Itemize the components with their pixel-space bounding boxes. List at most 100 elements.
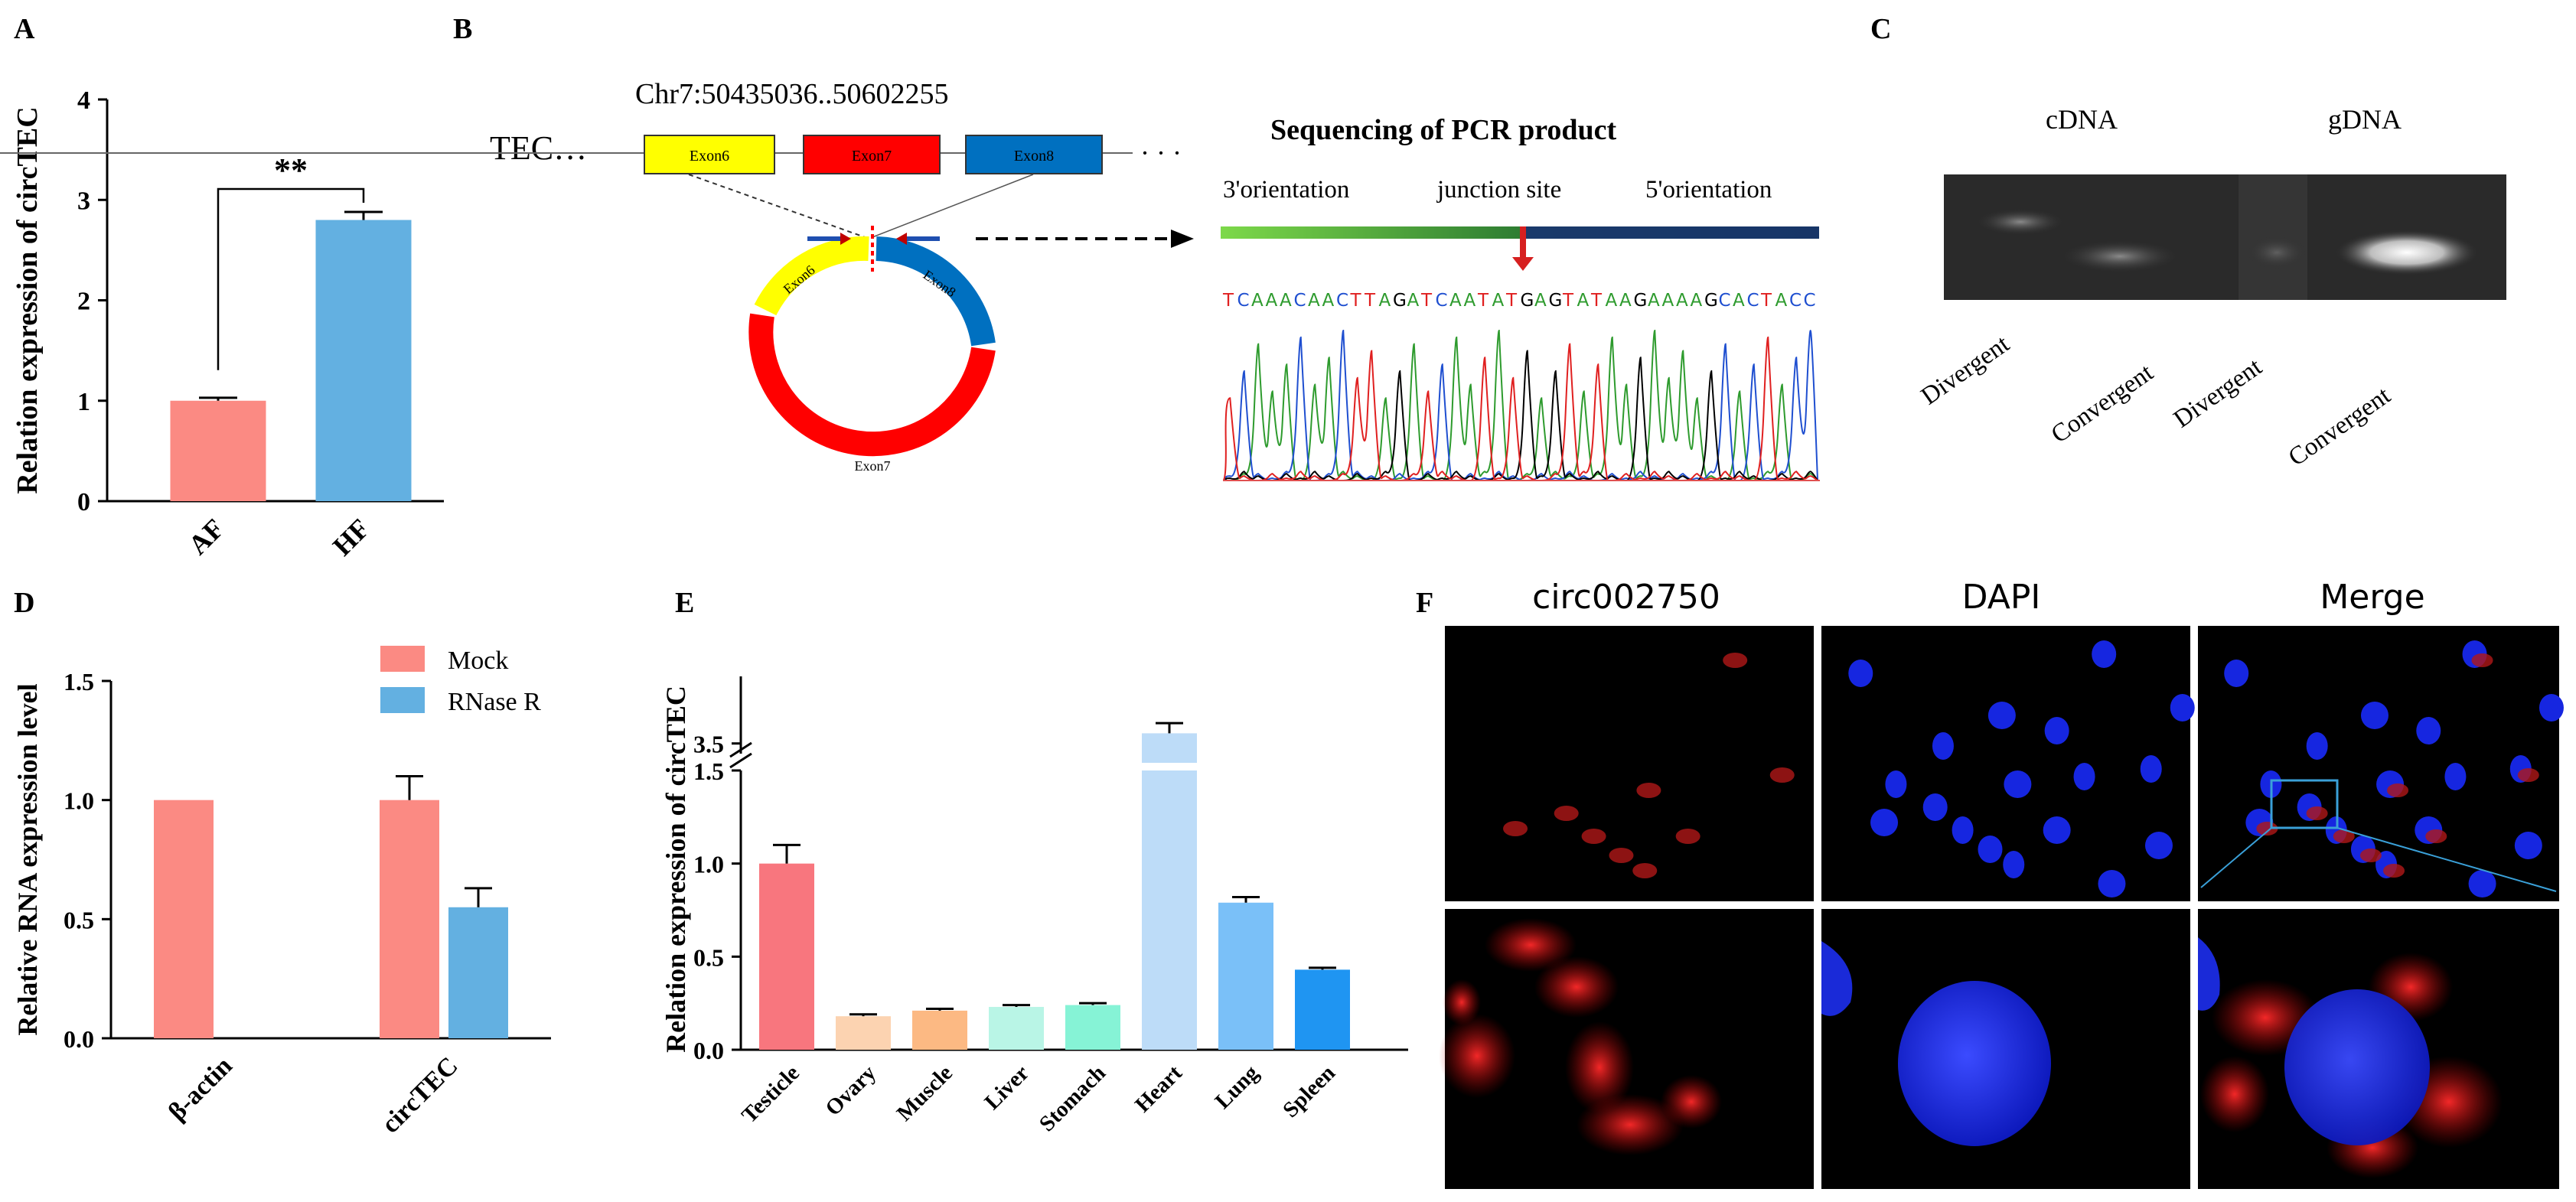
e-x-tick-label: Heart: [1130, 1060, 1187, 1117]
gel-band-3: [2246, 236, 2307, 269]
sequence-base: G: [1704, 291, 1718, 311]
e-bar-spleen: [1295, 969, 1350, 1050]
panel-letter-c: C: [1870, 13, 1891, 45]
panel-letter-d: D: [14, 587, 34, 619]
panel-letter-e: E: [675, 587, 694, 619]
e-bar-muscle: [912, 1010, 967, 1050]
sequencing-title: Sequencing of PCR product: [1270, 114, 1617, 146]
e-axis-break-mark: [729, 741, 752, 758]
merge-nucleus: [2416, 717, 2441, 744]
zoom-guide-right: [2336, 827, 2557, 892]
exon8-label: Exon8: [1014, 148, 1054, 165]
panel-f-microscopy: circ002750 DAPI Merge: [1439, 578, 2564, 1189]
e-bar-heart-upper: [1142, 733, 1197, 763]
sequence-base: A: [1648, 291, 1660, 311]
backsplice-guide-left: [688, 174, 866, 238]
zoom-nucleus-main: [1898, 981, 2051, 1146]
sequence-base: T: [1420, 291, 1433, 311]
e-x-tick-label: Testicle: [737, 1060, 804, 1128]
sequence-base: C: [1436, 291, 1448, 311]
e-bar-heart: [1142, 770, 1197, 1050]
exon8-box: [965, 135, 1103, 174]
a-y-tick-label: 1: [77, 388, 90, 416]
dapi-nucleus: [2144, 832, 2173, 859]
merge-nucleus: [2514, 832, 2542, 859]
exon7-box: [803, 135, 941, 174]
sequence-base: A: [1577, 291, 1590, 311]
sequence-base: G: [1521, 291, 1534, 311]
e-bar-testicle: [759, 863, 814, 1050]
sequence-base: C: [1719, 291, 1731, 311]
a-bar-hf: [315, 220, 412, 501]
sequence-base: A: [1492, 291, 1505, 311]
sequence-base: A: [1662, 291, 1674, 311]
dapi-nucleus: [1870, 809, 1899, 836]
chromatogram: [1222, 320, 1820, 488]
ring-exon7-label: Exon7: [855, 458, 891, 474]
d-legend-label: Mock: [448, 647, 508, 675]
sequence-base: T: [1222, 291, 1234, 311]
d-legend-label: RNase R: [448, 688, 541, 716]
sequence-base: T: [1350, 291, 1362, 311]
merge-signal: [2387, 783, 2409, 797]
sequence-base: T: [1590, 291, 1603, 311]
seq-label-junction: junction site: [1436, 176, 1561, 204]
merge-signal: [2425, 829, 2447, 843]
circ-signal: [1636, 783, 1661, 798]
e-x-tick-label: Ovary: [821, 1060, 882, 1121]
gel-band-1: [1974, 208, 2066, 236]
junction-arrow-head: [1512, 257, 1534, 271]
sequence-base: A: [1464, 291, 1476, 311]
circ-signal: [1503, 821, 1528, 836]
gel-lane-label-3: Divergent: [2169, 353, 2267, 434]
sequence-base: G: [1549, 291, 1563, 311]
gel-lane-label-2: Convergent: [2046, 359, 2158, 448]
exon6-box: [644, 135, 775, 174]
sequence-base: A: [1676, 291, 1688, 311]
zoom-region-box: [2270, 779, 2339, 829]
genomic-coordinate: Chr7:50435036..50602255: [635, 78, 949, 110]
d-y-tick-label: 1.0: [64, 787, 94, 815]
sequence-base: A: [1733, 291, 1745, 311]
dapi-nucleus: [1978, 836, 2003, 863]
sequence-base: A: [1619, 291, 1632, 311]
merge-signal: [2306, 806, 2328, 820]
dapi-nucleus: [2003, 851, 2025, 878]
e-bar-ovary: [836, 1016, 891, 1050]
gel-band-2: [2059, 239, 2181, 273]
circrna-ring: Exon6 Exon8 Exon7: [748, 226, 996, 474]
sequence-base: C: [1789, 291, 1802, 311]
merge-nucleus: [2444, 763, 2467, 790]
d-bar-rnase-r: [448, 907, 508, 1038]
e-y-tick-label: 1.5: [693, 757, 724, 785]
a-significance-label: **: [274, 151, 308, 189]
a-y-tick-label: 3: [77, 187, 90, 215]
d-legend-swatch: [380, 646, 425, 672]
sequence-base: T: [1760, 291, 1772, 311]
d-x-tick-label: β-actin: [163, 1051, 238, 1126]
dapi-nucleus: [2004, 770, 2032, 798]
d-y-tick-label: 0.0: [64, 1025, 94, 1053]
circ-signal: [1581, 829, 1606, 844]
merge-signal: [2383, 864, 2405, 878]
chart-a: 0 1 2 3 4 Relation expression of circTEC AF HF *…: [11, 86, 444, 562]
dapi-nucleus: [2043, 816, 2071, 844]
e-y-tick-label: 0.0: [693, 1037, 724, 1064]
dapi-nucleus: [2044, 717, 2069, 744]
sequence-base: A: [1606, 291, 1618, 311]
e-x-tick-label: Stomach: [1035, 1060, 1110, 1136]
merge-signal: [2517, 768, 2539, 782]
zoom-guide-left: [2200, 827, 2272, 888]
a-bar-af: [170, 400, 266, 501]
fish-header-circ: circ002750: [1532, 578, 1720, 617]
sequence-base: C: [1237, 291, 1250, 311]
a-y-tick-label: 4: [77, 86, 90, 115]
primer-left-head: [840, 233, 851, 245]
dapi-nucleus: [1922, 793, 1948, 821]
circ-signal: [1723, 653, 1748, 668]
sequence-base: T: [1505, 291, 1518, 311]
ring-exon8-arc: [876, 236, 996, 347]
dapi-nucleus: [1848, 660, 1873, 687]
